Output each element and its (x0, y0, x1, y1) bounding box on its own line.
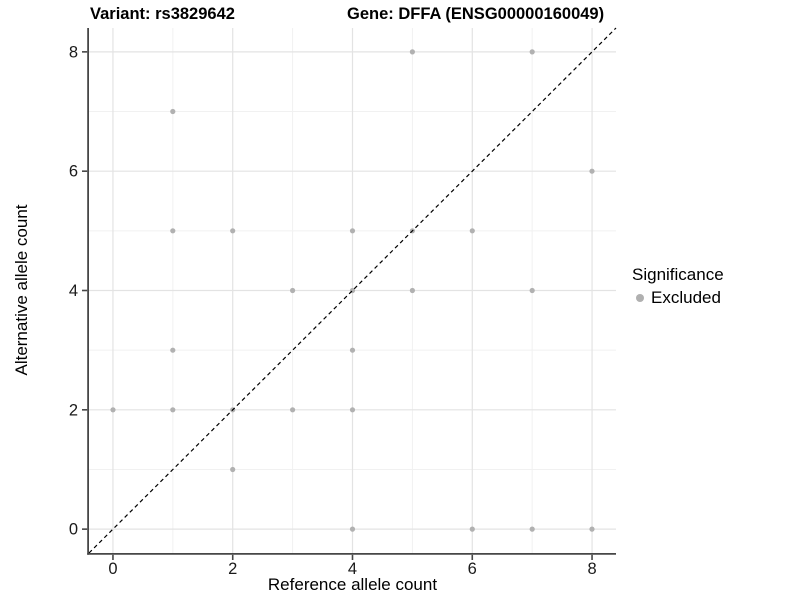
data-point (409, 287, 415, 294)
data-point (230, 228, 236, 234)
y-tick-label: 4 (69, 282, 78, 300)
data-point (290, 407, 296, 413)
data-point (409, 49, 415, 55)
data-point (349, 228, 356, 234)
x-tick-label: 8 (587, 560, 596, 578)
data-point (529, 526, 535, 532)
data-point (170, 407, 176, 413)
data-point (589, 526, 595, 532)
data-point (170, 347, 176, 353)
data-point (230, 466, 236, 473)
y-tick-label: 2 (69, 401, 78, 419)
data-point (170, 228, 176, 234)
data-point (529, 49, 535, 55)
x-tick-label: 2 (228, 560, 237, 578)
x-tick-label: 6 (468, 560, 477, 578)
y-tick-label: 6 (69, 163, 78, 181)
data-point (110, 407, 116, 413)
y-tick-label: 8 (69, 43, 78, 61)
data-point (469, 526, 475, 532)
plot-title-gene: Gene: DFFA (ENSG00000160049) (347, 5, 605, 23)
legend-title: Significance (632, 265, 724, 284)
excluded-point-icon (636, 294, 644, 302)
data-point (349, 407, 356, 413)
data-point (349, 347, 356, 353)
data-point (469, 228, 475, 234)
y-tick-label: 0 (69, 521, 78, 539)
data-point (170, 108, 176, 115)
data-point (349, 526, 356, 532)
x-tick-label: 4 (348, 560, 357, 578)
plot-title-variant: Variant: rs3829642 (90, 5, 235, 23)
data-point (290, 287, 296, 294)
x-tick-label: 0 (108, 560, 117, 578)
legend-entry-excluded: Excluded (632, 288, 724, 308)
x-axis-label: Reference allele count (267, 575, 438, 594)
y-axis-label: Alternative allele count (12, 204, 31, 376)
legend-entry-label: Excluded (651, 288, 721, 307)
identity-reference-line (88, 27, 617, 554)
data-point (589, 168, 595, 174)
data-point (529, 287, 535, 294)
legend: Significance Excluded (632, 265, 724, 308)
